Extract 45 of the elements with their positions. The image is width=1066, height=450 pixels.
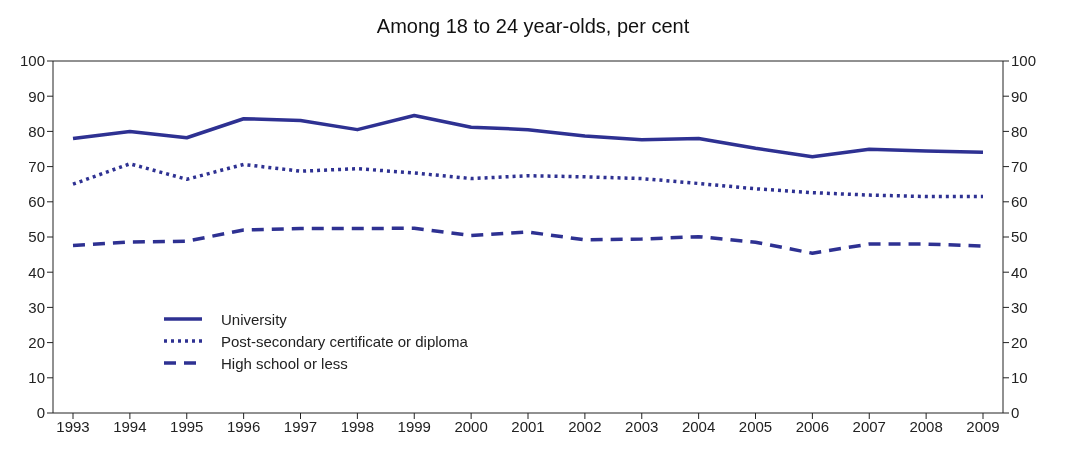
y-tick-label: 20	[28, 333, 45, 351]
y2-tick-label: 50	[1011, 228, 1028, 246]
x-tick-label: 2008	[909, 417, 943, 435]
y-tick-label: 60	[28, 193, 45, 211]
x-tick-label: 2006	[795, 417, 830, 435]
y2-tick-label: 10	[1011, 369, 1028, 387]
y2-tick-label: 60	[1011, 193, 1028, 211]
y-tick-label: 80	[28, 122, 45, 140]
x-tick-label: 2002	[568, 417, 602, 435]
x-tick-label: 2001	[511, 417, 545, 435]
y2-tick-label: 20	[1011, 333, 1028, 351]
legend-label: Post-secondary certificate or diploma	[221, 332, 468, 350]
x-tick-label: 1995	[170, 417, 204, 435]
legend-label: University	[221, 310, 287, 328]
x-tick-label: 1993	[56, 417, 90, 435]
y-tick-label: 100	[19, 52, 45, 70]
x-tick-label: 1996	[226, 417, 261, 435]
y-tick-label: 10	[28, 369, 45, 387]
x-tick-label: 1994	[113, 417, 147, 435]
y-tick-label: 70	[28, 157, 45, 175]
y2-tick-label: 90	[1011, 87, 1028, 105]
y2-tick-label: 40	[1011, 263, 1028, 281]
y2-tick-label: 70	[1011, 157, 1028, 175]
x-tick-label: 2000	[454, 417, 488, 435]
y-tick-label: 90	[28, 87, 45, 105]
chart-title: Among 18 to 24 year-olds, per cent	[375, 14, 691, 39]
y-tick-label: 50	[28, 228, 45, 246]
x-tick-label: 1999	[397, 417, 431, 435]
line-series	[71, 162, 985, 199]
x-tick-label: 2003	[625, 417, 659, 435]
y-tick-label: 0	[36, 404, 45, 422]
line-series	[71, 113, 985, 159]
y2-tick-label: 100	[1011, 52, 1037, 70]
x-tick-label: 1998	[340, 417, 375, 435]
x-tick-label: 2007	[852, 417, 886, 435]
x-tick-label: 2004	[681, 417, 716, 435]
x-tick-label: 1997	[283, 417, 318, 435]
y-tick-label: 30	[28, 298, 45, 316]
y2-tick-label: 0	[1011, 404, 1020, 422]
x-tick-label: 2005	[738, 417, 773, 435]
y2-tick-label: 30	[1011, 298, 1028, 316]
y-tick-label: 40	[28, 263, 45, 281]
y2-tick-label: 80	[1011, 122, 1028, 140]
x-tick-label: 2009	[966, 417, 1000, 435]
legend-label: High school or less	[221, 354, 348, 372]
